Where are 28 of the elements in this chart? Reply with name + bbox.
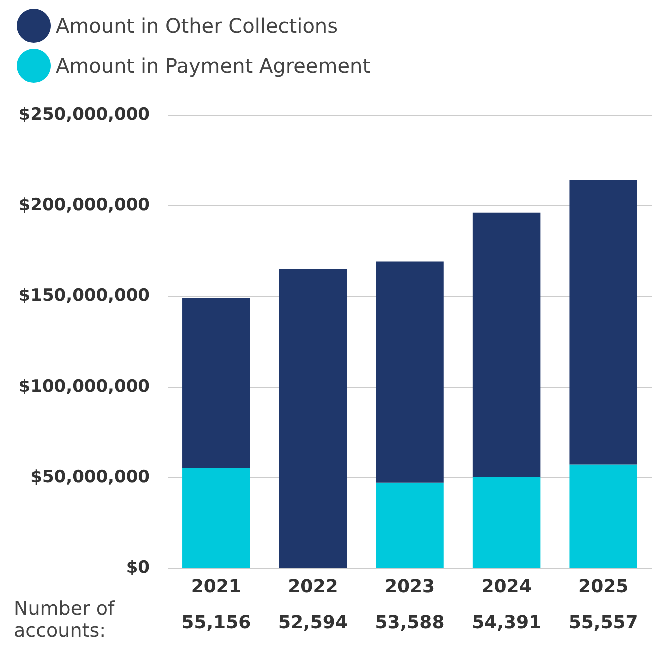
bar	[472, 477, 541, 568]
text: 53,588	[375, 612, 445, 634]
y-tick-label: $250,000,000	[18, 105, 150, 125]
x-tick-label: 2021	[191, 576, 242, 598]
bar	[376, 262, 444, 483]
text: 55,156	[182, 612, 252, 634]
y-tick-label: $100,000,000	[18, 376, 150, 397]
y-tick-label: $200,000,000	[18, 196, 150, 216]
bar	[376, 482, 444, 568]
text: 54,391	[472, 612, 542, 634]
bar	[182, 468, 250, 568]
text: Number of accounts:	[14, 598, 116, 642]
y-tick-label: $50,000,000	[30, 467, 150, 488]
x-tick-label: 2025	[578, 576, 629, 598]
x-tick-label: 2024	[482, 576, 532, 598]
bar	[570, 180, 638, 465]
legend-label: Amount in Other Collections	[56, 14, 338, 38]
x-tick-label: 2022	[288, 576, 338, 598]
bar	[279, 269, 348, 568]
legend-label: Amount in Payment Agreement	[56, 54, 371, 78]
bar	[472, 212, 541, 478]
x-tick-label: 2023	[384, 576, 436, 598]
text: 52,594	[278, 612, 348, 634]
text: 55,557	[568, 612, 638, 634]
bar	[182, 298, 250, 468]
y-tick-label: $0	[126, 558, 150, 578]
y-tick-label: $150,000,000	[18, 286, 150, 306]
bar	[570, 464, 638, 568]
